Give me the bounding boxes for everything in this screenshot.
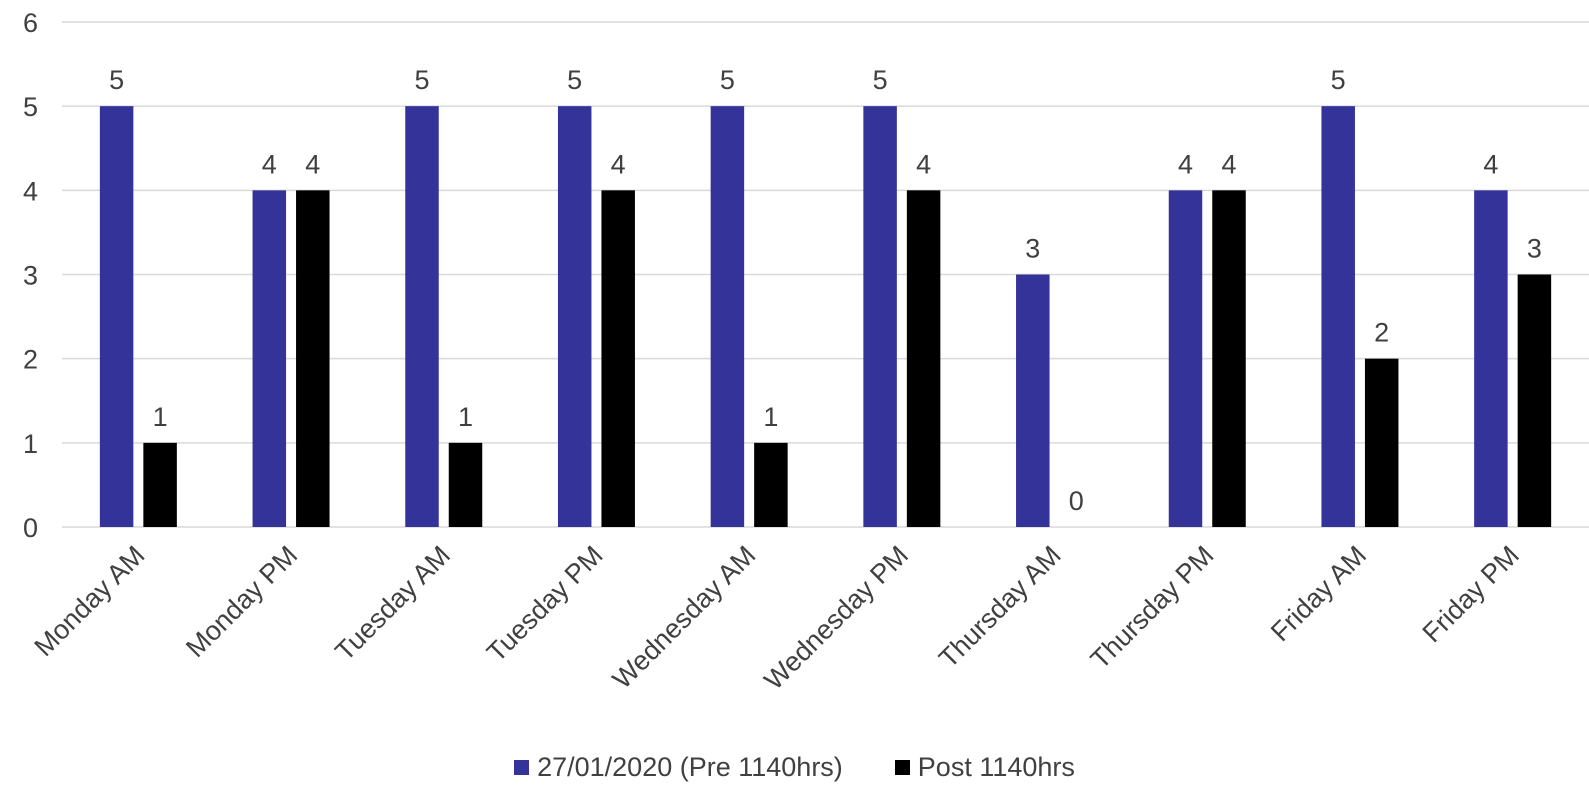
bar-series-1-thursday-am bbox=[1016, 274, 1050, 527]
data-label: 5 bbox=[414, 65, 429, 95]
legend: 27/01/2020 (Pre 1140hrs) Post 1140hrs bbox=[0, 752, 1589, 783]
x-category-label: Wednesday PM bbox=[758, 540, 914, 696]
bar-series-1-wednesday-am bbox=[710, 106, 745, 528]
x-axis-category-labels: Monday AM Monday PM Tuesday AM Tuesday PMWe… bbox=[29, 540, 1525, 696]
data-label: 5 bbox=[109, 65, 124, 95]
data-label: 1 bbox=[763, 402, 778, 432]
bar-series-1-monday-pm bbox=[252, 190, 287, 528]
data-label: 1 bbox=[458, 402, 473, 432]
bar-series-2-thursday-pm bbox=[1212, 190, 1246, 528]
bar-series-1-monday-am bbox=[99, 106, 134, 528]
y-tick-label: 4 bbox=[23, 176, 38, 206]
data-label: 5 bbox=[567, 65, 582, 95]
x-category-label: Wednesday AM bbox=[607, 540, 762, 695]
data-label: 4 bbox=[611, 149, 626, 179]
legend-swatch-series-1 bbox=[514, 760, 530, 775]
bar-series-2-wednesday-pm bbox=[906, 190, 941, 528]
bar-series-1-tuesday-am bbox=[405, 106, 439, 528]
y-tick-label: 0 bbox=[23, 513, 38, 543]
bar-series-1-thursday-pm bbox=[1168, 190, 1203, 528]
data-label: 4 bbox=[1483, 149, 1498, 179]
y-tick-label: 1 bbox=[23, 429, 38, 459]
x-category-label: Tuesday AM bbox=[329, 540, 456, 667]
data-label: 4 bbox=[305, 149, 320, 179]
y-tick-label: 3 bbox=[23, 261, 38, 291]
x-category-label: Monday AM bbox=[29, 540, 151, 662]
x-category-label: Friday PM bbox=[1417, 540, 1525, 648]
bar-series-2-tuesday-pm bbox=[601, 190, 635, 528]
y-tick-label: 2 bbox=[23, 345, 38, 375]
data-label: 5 bbox=[1331, 65, 1346, 95]
data-label: 4 bbox=[916, 149, 931, 179]
data-label: 1 bbox=[153, 402, 168, 432]
bar-series-2-friday-pm bbox=[1517, 274, 1552, 527]
legend-item-series-1: 27/01/2020 (Pre 1140hrs) bbox=[514, 752, 843, 783]
x-category-label: Tuesday PM bbox=[481, 540, 609, 668]
x-category-label: Thursday AM bbox=[933, 540, 1067, 674]
legend-label-series-2: Post 1140hrs bbox=[917, 752, 1075, 782]
y-tick-label: 5 bbox=[23, 92, 38, 122]
legend-item-series-2: Post 1140hrs bbox=[894, 752, 1075, 783]
data-label: 4 bbox=[1221, 149, 1236, 179]
data-label: 5 bbox=[873, 65, 888, 95]
data-label: 3 bbox=[1527, 234, 1542, 264]
legend-label-series-1: 27/01/2020 (Pre 1140hrs) bbox=[537, 752, 843, 782]
data-label: 4 bbox=[1178, 149, 1193, 179]
gridlines bbox=[62, 21, 1589, 528]
x-category-label: Friday AM bbox=[1265, 540, 1372, 647]
bars bbox=[99, 106, 1552, 528]
bar-series-2-monday-pm bbox=[296, 190, 330, 528]
x-category-label: Monday PM bbox=[180, 540, 303, 663]
bar-series-2-monday-am bbox=[143, 442, 177, 527]
data-label: 5 bbox=[720, 65, 735, 95]
data-label: 4 bbox=[262, 149, 277, 179]
data-label: 3 bbox=[1025, 234, 1040, 264]
data-label: 2 bbox=[1374, 318, 1389, 348]
x-category-label: Thursday PM bbox=[1085, 540, 1220, 675]
y-tick-label: 6 bbox=[23, 8, 38, 38]
legend-swatch-series-2 bbox=[894, 760, 910, 775]
bar-series-1-friday-pm bbox=[1474, 190, 1508, 528]
y-axis-tick-labels: 0 1 2 3 4 5 6 bbox=[23, 8, 38, 543]
bar-series-1-tuesday-pm bbox=[557, 106, 592, 528]
data-label: 0 bbox=[1069, 486, 1084, 516]
bar-series-1-wednesday-pm bbox=[863, 106, 897, 528]
bar-series-2-friday-am bbox=[1364, 358, 1399, 527]
bar-series-2-wednesday-am bbox=[754, 442, 788, 527]
bar-series-2-tuesday-am bbox=[448, 442, 483, 527]
bar-series-1-friday-am bbox=[1321, 106, 1355, 528]
